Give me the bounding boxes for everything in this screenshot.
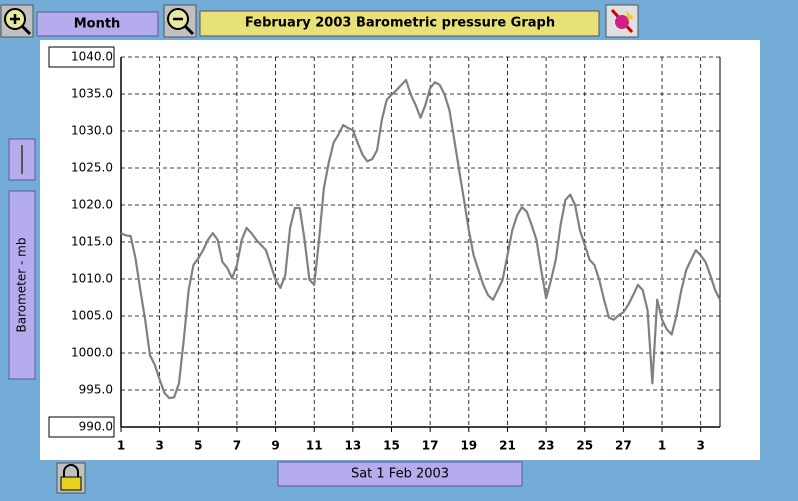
y-limit-box	[48, 416, 115, 438]
title-box	[199, 10, 600, 37]
x-tick-label: 11	[306, 439, 323, 453]
y-tick-label: 1030.0	[71, 124, 113, 138]
y-axis-label: Barometer - mb	[15, 238, 29, 333]
y-tick-label: 1015.0	[71, 235, 113, 249]
y-tick-label: 1010.0	[71, 272, 113, 286]
x-tick-label: 15	[383, 439, 400, 453]
date-label: Sat 1 Feb 2003	[351, 467, 449, 482]
chart-panel	[40, 40, 760, 460]
x-tick-label: 25	[576, 439, 593, 453]
y-tick-label: 990.0	[79, 420, 113, 434]
x-tick-label: 9	[271, 439, 279, 453]
options-icon[interactable]	[605, 4, 639, 38]
y-limit-box	[48, 46, 115, 68]
chart-title: February 2003 Barometric pressure Graph	[245, 16, 555, 31]
y-tick-label: 1040.0	[71, 50, 113, 64]
x-tick-label: 21	[499, 439, 516, 453]
zoom-in[interactable]	[0, 4, 34, 38]
x-tick-label: 27	[615, 439, 632, 453]
pressure-line	[120, 78, 721, 400]
plot-area: 990.0 995.0 1000.0 1005.0 1010.0 1015.0 1020.0…	[48, 46, 721, 453]
y-tick-label: 1025.0	[71, 161, 113, 175]
x-tick-label: 13	[345, 439, 362, 453]
y-tick-label: 995.0	[79, 383, 113, 397]
x-tick-label: 3	[155, 439, 163, 453]
y-tick-label: 1000.0	[71, 346, 113, 360]
date-button[interactable]: Sat 1 Feb 2003	[277, 461, 523, 487]
x-tick-label: 3	[696, 439, 704, 453]
zoom-out[interactable]	[163, 4, 197, 38]
y-tick-label: 1020.0	[71, 198, 113, 212]
x-tick-label: 5	[194, 439, 202, 453]
lock-icon[interactable]	[56, 462, 86, 494]
period-button[interactable]: Month	[36, 11, 159, 37]
y-tick-label: 1005.0	[71, 309, 113, 323]
x-tick-label: 7	[233, 439, 241, 453]
period-label: Month	[74, 17, 121, 32]
x-tick-label: 17	[422, 439, 439, 453]
y-label-button[interactable]	[8, 190, 36, 380]
x-tick-label: 19	[460, 439, 477, 453]
x-tick-label: 23	[538, 439, 555, 453]
x-tick-label: 1	[658, 439, 666, 453]
y-tick-label: 1035.0	[71, 87, 113, 101]
x-tick-label: 1	[117, 439, 125, 453]
